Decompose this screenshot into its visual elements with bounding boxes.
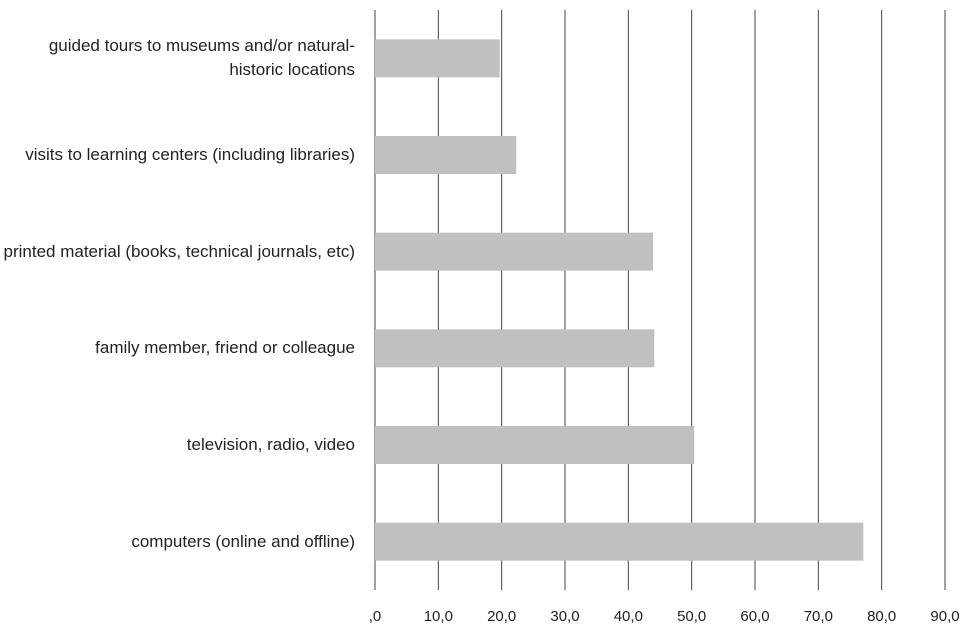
x-tick-label: 10,0 [424,608,453,625]
x-tick-label: 30,0 [550,608,579,625]
y-tick-label: visits to learning centers (including li… [25,145,355,164]
x-tick-label: 40,0 [614,608,643,625]
bar [375,136,517,174]
bar [375,522,864,561]
bar [375,232,654,271]
x-tick-label: 70,0 [804,608,833,625]
y-tick-label: computers (online and offline) [131,531,355,551]
y-tick-label: television, radio, video [186,435,355,454]
x-tick-label: ,0 [369,608,382,625]
x-tick-label: 90,0 [930,608,959,625]
x-tick-label: 50,0 [677,608,706,625]
bar [375,329,655,368]
y-tick-label: guided tours to museums and/or natural-h… [48,36,355,80]
x-tick-label: 60,0 [740,608,769,625]
y-tick-label: family member, friend or colleague [95,338,355,358]
x-tick-label: 80,0 [867,608,896,625]
bar [375,426,695,464]
bar [375,39,500,78]
y-tick-label: printed material (books, technical journ… [3,241,356,261]
x-tick-label: 20,0 [487,608,516,625]
